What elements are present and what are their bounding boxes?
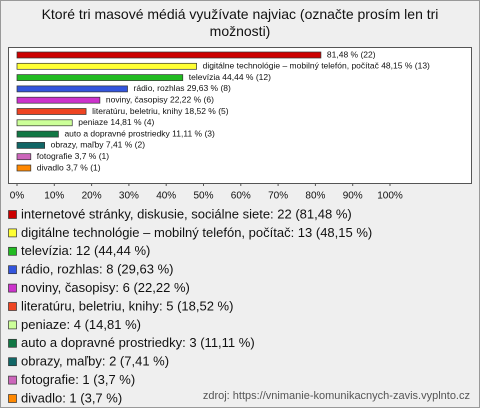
x-tick-label: 0%: [10, 191, 25, 202]
legend-swatch: [8, 210, 17, 219]
bar: [16, 130, 59, 138]
bar-label: peniaze 14,81 % (4): [78, 117, 154, 127]
source: zdroj: https://vnimanie-komunikacnych-za…: [203, 390, 470, 402]
chart-title: Ktoré tri masové médiá využívate najviac…: [41, 6, 439, 39]
bar-label: divadlo 3,7 % (1): [37, 162, 101, 172]
bar: [16, 164, 32, 172]
legend-label: peniaze: 4 (14,81 %): [21, 317, 141, 332]
bar: [16, 74, 184, 81]
x-tick-label: 90%: [343, 191, 363, 202]
legend-swatch: [8, 394, 17, 403]
x-tick-label: 20%: [82, 191, 102, 202]
legend-swatch: [8, 246, 17, 256]
legend-label: fotografie: 1 (3,7 %): [21, 372, 135, 387]
x-tick-label: 70%: [268, 191, 288, 202]
legend-label: noviny, časopisy: 6 (22,22 %): [21, 280, 190, 295]
legend-swatch: [8, 228, 17, 238]
x-tick-label: 40%: [156, 191, 176, 202]
plot-area: [8, 47, 472, 184]
bar-label: televízia 44,44 % (12): [189, 72, 271, 82]
bar: [16, 85, 128, 93]
x-tick-label: 30%: [119, 191, 139, 202]
legend-label: rádio, rozhlas: 8 (29,63 %): [21, 262, 173, 277]
bar: [16, 119, 73, 127]
x-tick-label: 60%: [231, 191, 251, 202]
bar-label: obrazy, maľby 7,41 % (2): [51, 140, 146, 150]
legend-label: digitálne technológie – mobilný telefón,…: [21, 225, 372, 240]
bar: [16, 153, 32, 161]
legend-swatch: [8, 320, 17, 330]
bar-label: digitálne technológie – mobilný telefón,…: [203, 61, 430, 71]
legend-swatch: [8, 338, 17, 348]
bar-label: auto a dopravné prostriedky 11,11 % (3): [64, 128, 215, 138]
bar: [16, 51, 322, 59]
bar-label: fotografie 3,7 % (1): [37, 151, 109, 161]
legend-label: internetové stránky, diskusie, sociálne …: [21, 206, 352, 221]
legend-label: literatúru, beletriu, knihy: 5 (18,52 %): [21, 298, 233, 313]
bar-label: 81,48 % (22): [327, 49, 376, 59]
bar: [16, 96, 101, 104]
x-tick-label: 10%: [44, 191, 64, 202]
bar-label: rádio, rozhlas 29,63 % (8): [134, 83, 231, 93]
legend-swatch: [8, 375, 17, 385]
bar-label: noviny, časopisy 22,22 % (6): [106, 94, 214, 104]
bar-label: literatúru, beletriu, knihy 18,52 % (5): [92, 106, 229, 116]
legend-label: televízia: 12 (44,44 %): [21, 243, 150, 258]
legend-label: divadlo: 1 (3,7 %): [21, 390, 122, 405]
legend-swatch: [8, 302, 17, 311]
legend-label: auto a dopravné prostriedky: 3 (11,11 %): [21, 335, 255, 350]
bar: [16, 108, 87, 115]
title-box: Ktoré tri masové médiá využívate najviac…: [41, 6, 439, 39]
x-tick-label: 100%: [377, 191, 403, 202]
x-tick-label: 80%: [305, 191, 325, 202]
x-tick-label: 50%: [193, 191, 213, 202]
bar: [16, 142, 45, 149]
legend-label: obrazy, maľby: 2 (7,41 %): [21, 354, 169, 369]
bar: [16, 62, 197, 70]
legend-swatch: [8, 357, 17, 367]
legend-swatch: [8, 283, 17, 293]
legend-swatch: [8, 265, 17, 275]
